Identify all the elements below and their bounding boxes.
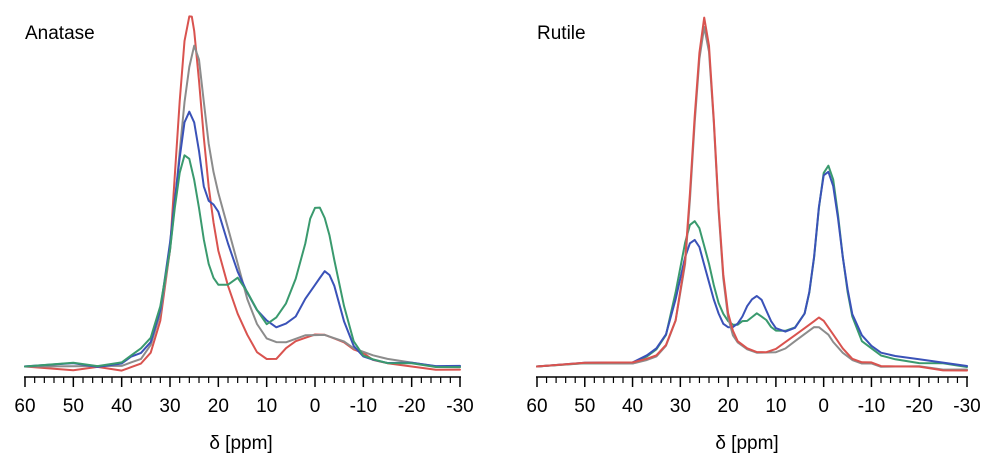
- rutile-tick-label: -20: [905, 396, 932, 417]
- anatase-tick-label: 10: [256, 396, 277, 417]
- anatase-tick-label: 40: [111, 396, 132, 417]
- anatase-tick-label: -20: [398, 396, 425, 417]
- anatase-panel: Anatase 60 50 40 30 20 10 0 -10 -20 -30 δ [ppm]: [14, 15, 474, 454]
- anatase-tick-label: -30: [446, 396, 473, 417]
- anatase-series-line-1: [24, 15, 461, 372]
- rutile-tick-label: 0: [818, 396, 829, 417]
- anatase-panel-title: Anatase: [25, 23, 95, 44]
- rutile-tick-label: 10: [765, 396, 786, 417]
- anatase-tick-label: 20: [208, 396, 229, 417]
- rutile-tick-label: -10: [858, 396, 885, 417]
- rutile-series-line-2: [536, 170, 968, 368]
- anatase-series-line-4: [24, 154, 461, 369]
- anatase-series-line-2: [24, 44, 461, 368]
- anatase-series-group: [24, 15, 461, 372]
- rutile-series-line-1: [536, 164, 968, 368]
- anatase-x-axis-label: δ [ppm]: [209, 433, 272, 454]
- rutile-tick-label: -30: [953, 396, 980, 417]
- rutile-tick-label: 20: [718, 396, 739, 417]
- rutile-tick-label: 40: [622, 396, 643, 417]
- rutile-tick-label: 60: [526, 396, 547, 417]
- anatase-x-axis: 60 50 40 30 20 10 0 -10 -20 -30: [14, 376, 474, 417]
- rutile-tick-label: 50: [574, 396, 595, 417]
- anatase-tick-label: 50: [63, 396, 84, 417]
- rutile-x-axis: 60 50 40 30 20 10 0 -10 -20 -30: [526, 376, 981, 417]
- anatase-series-line-3: [24, 110, 461, 368]
- anatase-tick-label: -10: [350, 396, 377, 417]
- anatase-tick-label: 60: [14, 396, 35, 417]
- rutile-series-group: [536, 16, 968, 372]
- rutile-tick-label: 30: [670, 396, 691, 417]
- rutile-panel-title: Rutile: [537, 23, 586, 44]
- rutile-x-axis-label: δ [ppm]: [715, 433, 778, 454]
- rutile-panel: Rutile 60 50 40 30 20 10 0 -10 -20 -30 δ [ppm]: [526, 16, 981, 454]
- anatase-tick-label: 30: [159, 396, 180, 417]
- rutile-series-line-4: [536, 16, 968, 372]
- anatase-tick-label: 0: [310, 396, 321, 417]
